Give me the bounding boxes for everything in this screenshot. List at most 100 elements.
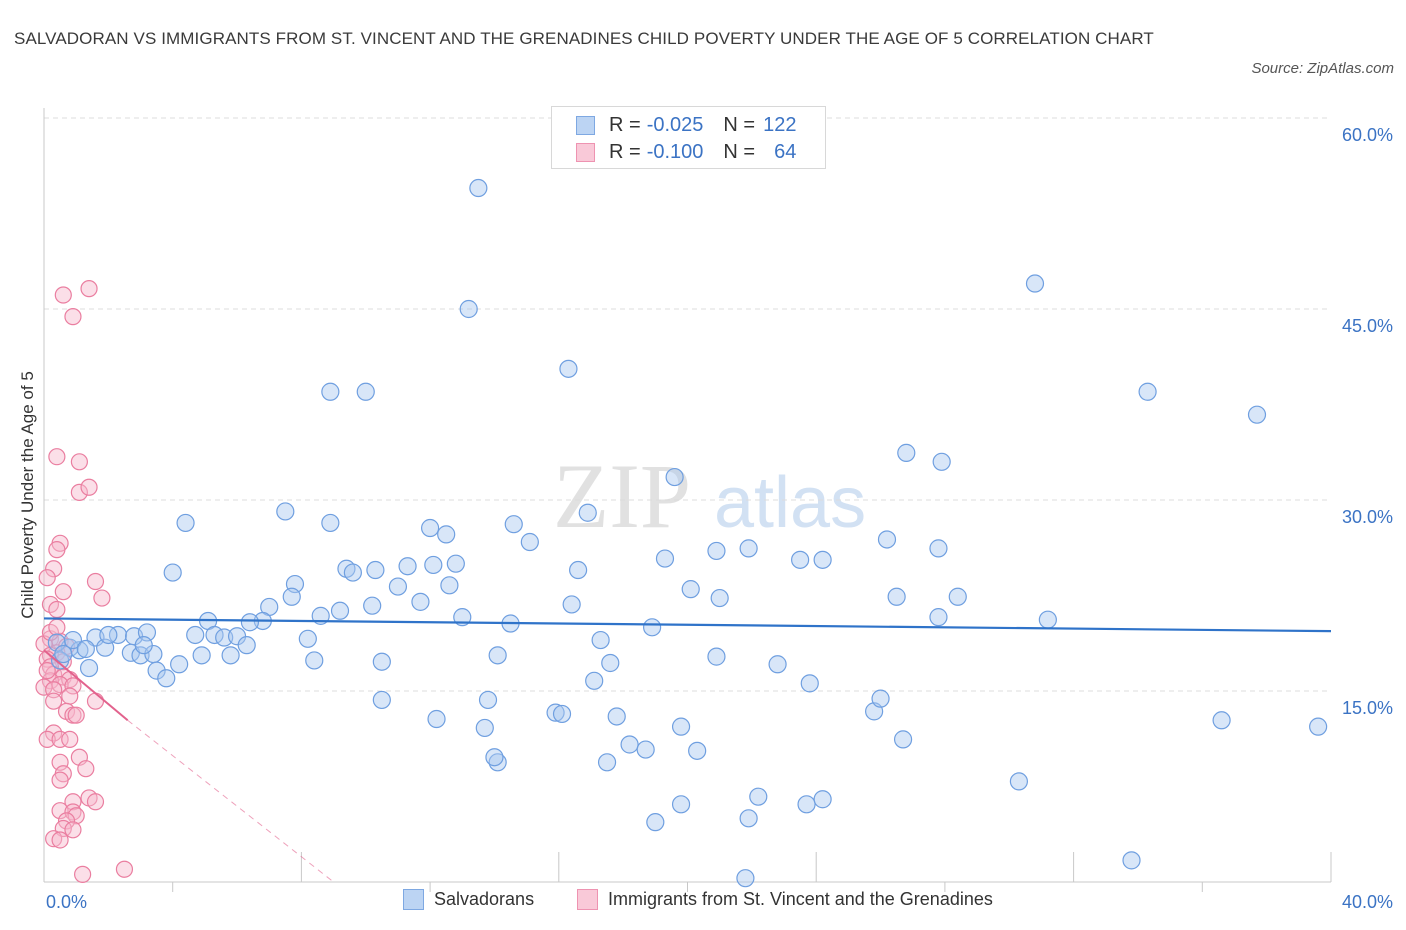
pink-point — [93, 589, 111, 607]
blue-point — [176, 513, 195, 533]
blue-point — [1038, 610, 1057, 629]
legend-n-label: N = — [723, 140, 756, 163]
pink-point — [74, 865, 92, 883]
blue-point — [1138, 382, 1157, 401]
pink-point — [70, 453, 88, 471]
blue-point — [240, 613, 260, 632]
pink-point — [77, 760, 95, 778]
blue-point — [520, 532, 539, 552]
legend-r-label: R = — [609, 140, 641, 163]
blue-point — [108, 625, 128, 645]
blue-series — [47, 178, 1328, 888]
series-legend-immigrants: Immigrants from St. Vincent and the Gren… — [577, 889, 993, 910]
blue-point — [688, 741, 707, 760]
blue-point — [372, 690, 391, 710]
blue-point — [237, 636, 256, 655]
blue-point — [601, 653, 620, 673]
pink-point — [64, 821, 82, 839]
blue-point — [607, 707, 626, 726]
legend-n-value: 64 — [774, 140, 797, 163]
blue-point — [366, 560, 385, 580]
pink-point — [54, 583, 72, 601]
axes — [43, 108, 1332, 892]
blue-point — [620, 735, 639, 754]
y-tick-label: 60.0% — [1342, 125, 1393, 145]
pink-point — [45, 724, 63, 742]
series-label-salvadorans: Salvadorans — [434, 889, 535, 909]
blue-point — [1122, 851, 1141, 870]
blue-point — [76, 639, 95, 659]
blue-point — [646, 813, 665, 832]
blue-point — [707, 647, 726, 666]
pink-point — [64, 677, 82, 695]
pink-point — [35, 678, 53, 696]
blue-point — [1025, 274, 1045, 293]
pink-point — [51, 730, 69, 748]
blue-point — [421, 518, 440, 538]
blue-point — [459, 299, 478, 319]
blue-point — [681, 580, 700, 599]
blue-point — [276, 502, 295, 521]
y-tick-label: 15.0% — [1342, 698, 1393, 718]
legend-n-label: N = — [723, 113, 756, 136]
blue-point — [131, 646, 150, 665]
blue-point — [671, 717, 691, 736]
y-tick-label: 30.0% — [1342, 507, 1393, 527]
blue-point — [99, 625, 118, 645]
blue-point — [475, 718, 494, 738]
x-tick-label: 0.0% — [46, 892, 87, 912]
blue-point — [424, 555, 443, 575]
blue-point — [504, 515, 523, 534]
watermark-zip: ZIP — [553, 445, 691, 547]
legend: R = -0.025 N = 122 R = -0.100 N = 64 — [551, 106, 826, 169]
pink-point — [48, 448, 66, 466]
pink-point — [48, 618, 66, 636]
blue-point — [321, 382, 340, 401]
blue-point — [298, 629, 317, 648]
gridlines — [44, 117, 1331, 692]
blue-point — [221, 646, 240, 665]
blue-point — [134, 636, 153, 655]
blue-point — [343, 563, 362, 582]
chart-title: SALVADORAN VS IMMIGRANTS FROM ST. VINCEN… — [14, 29, 1154, 48]
legend-n-value: 122 — [763, 113, 797, 136]
pink-point — [48, 541, 66, 559]
pink-point — [86, 793, 105, 811]
blue-point — [192, 646, 211, 665]
legend-row-immigrants: R = -0.100 N = 64 — [576, 139, 796, 165]
series-legend: Salvadorans Immigrants from St. Vincent … — [0, 889, 1406, 915]
blue-point — [485, 748, 504, 767]
blue-point — [643, 618, 662, 637]
blue-point — [707, 541, 726, 561]
pink-point — [64, 308, 82, 326]
blue-point — [877, 530, 897, 549]
pink-point — [38, 730, 56, 748]
blue-point — [321, 513, 340, 533]
pink-point — [51, 831, 69, 849]
series-swatch-blue — [403, 889, 424, 910]
blue-point — [469, 178, 488, 198]
blue-point — [897, 443, 916, 462]
blue-point — [671, 795, 691, 814]
blue-point — [398, 557, 417, 576]
blue-point — [791, 550, 810, 569]
blue-point — [1212, 711, 1231, 730]
trend-line-salvadorans — [43, 617, 1332, 633]
blue-point — [305, 651, 324, 670]
legend-r-label: R = — [609, 113, 641, 136]
blue-point — [585, 671, 604, 690]
blue-point — [170, 655, 189, 674]
blue-point — [478, 690, 498, 710]
legend-r-value: -0.100 — [646, 140, 704, 163]
blue-point — [887, 587, 906, 606]
blue-point — [440, 576, 459, 595]
blue-point — [411, 592, 430, 611]
blue-point — [559, 359, 578, 378]
legend-swatch-pink — [576, 142, 595, 162]
legend-row-salvadorans: R = -0.025 N = 122 — [576, 112, 796, 138]
blue-point — [446, 554, 465, 573]
blue-point — [427, 709, 446, 729]
blue-point — [636, 740, 655, 759]
blue-point — [736, 869, 755, 888]
